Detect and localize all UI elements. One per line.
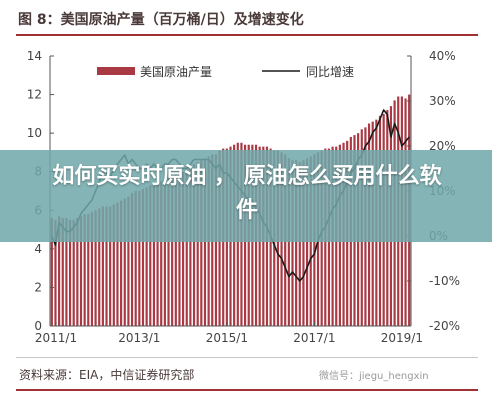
bar <box>141 189 145 326</box>
bar <box>167 177 170 326</box>
bar <box>189 167 192 326</box>
bar <box>50 218 53 326</box>
bar <box>192 164 196 326</box>
y2-tick-label: 40% <box>429 49 456 63</box>
bottom-rule <box>16 389 478 391</box>
bar <box>123 198 126 326</box>
bar <box>305 158 309 326</box>
bar <box>98 208 101 326</box>
bar <box>109 206 112 326</box>
y-tick-label: 14 <box>27 49 42 63</box>
bar <box>160 181 163 326</box>
x-tick-label: 2013/1 <box>118 331 160 345</box>
bar <box>145 187 148 326</box>
bar <box>83 214 86 326</box>
y-tick-label: 2 <box>34 280 42 294</box>
bar <box>200 160 203 326</box>
legend-label-bar: 美国原油产量 <box>140 65 212 79</box>
x-tick-label: 2019/1 <box>381 331 423 345</box>
bar <box>87 214 90 326</box>
bar <box>203 158 207 326</box>
bar <box>116 202 119 326</box>
bar <box>163 179 166 326</box>
y2-tick-label: -10% <box>429 274 460 288</box>
x-tick-label: 2015/1 <box>206 331 248 345</box>
bar <box>295 160 298 326</box>
bar <box>298 162 301 326</box>
bar <box>302 160 305 326</box>
x-tick-label: 2017/1 <box>293 331 335 345</box>
y2-tick-label: 30% <box>429 94 456 108</box>
bar <box>156 181 159 326</box>
bar <box>61 218 64 326</box>
bar <box>79 216 83 326</box>
y2-tick-label: -20% <box>429 319 460 333</box>
bar <box>174 173 177 326</box>
bar <box>54 219 57 326</box>
bar <box>65 218 68 326</box>
bar <box>185 169 188 326</box>
y-tick-label: 10 <box>27 126 42 140</box>
y2-tick-label: 20% <box>429 139 456 153</box>
bar <box>130 192 134 326</box>
y-tick-label: 0 <box>34 319 42 333</box>
bar <box>134 191 137 326</box>
legend: 美国原油产量 同比增速 <box>97 65 354 79</box>
bar <box>90 212 94 326</box>
y-tick-label: 12 <box>27 88 42 102</box>
bar <box>58 216 61 326</box>
bar <box>178 171 181 326</box>
y-tick-label: 4 <box>34 242 42 256</box>
x-tick-label: 2011/1 <box>35 331 77 345</box>
bar <box>287 158 290 326</box>
bar <box>152 185 156 326</box>
source-rule <box>16 357 478 358</box>
bar <box>171 175 174 326</box>
source-note: 资料来源：EIA，中信证券研究部 <box>19 368 195 382</box>
bar <box>94 210 97 326</box>
legend-swatch-bar <box>97 67 135 75</box>
watermark-text: 微信号：jiegu_hengxin <box>319 371 429 382</box>
bar <box>196 162 199 326</box>
bar <box>138 191 141 326</box>
legend-label-line: 同比增速 <box>306 65 354 79</box>
title-rule <box>16 34 478 36</box>
bar <box>101 206 104 326</box>
bar <box>68 219 72 326</box>
bar <box>149 185 152 326</box>
overlay-banner: 如何买实时原油 ， 原油怎么买用什么软件 <box>0 150 492 242</box>
bar <box>120 200 123 326</box>
bar <box>182 171 185 326</box>
banner-headline: 如何买实时原油 ， 原油怎么买用什么软件 <box>52 164 442 223</box>
bar <box>105 206 108 326</box>
bar <box>112 204 115 326</box>
figure-title: 图 8：美国原油产量（百万桶/日）及增速变化 <box>18 12 304 28</box>
bar <box>72 219 75 326</box>
bar <box>291 160 294 326</box>
bar <box>76 218 79 326</box>
bar <box>127 196 130 326</box>
